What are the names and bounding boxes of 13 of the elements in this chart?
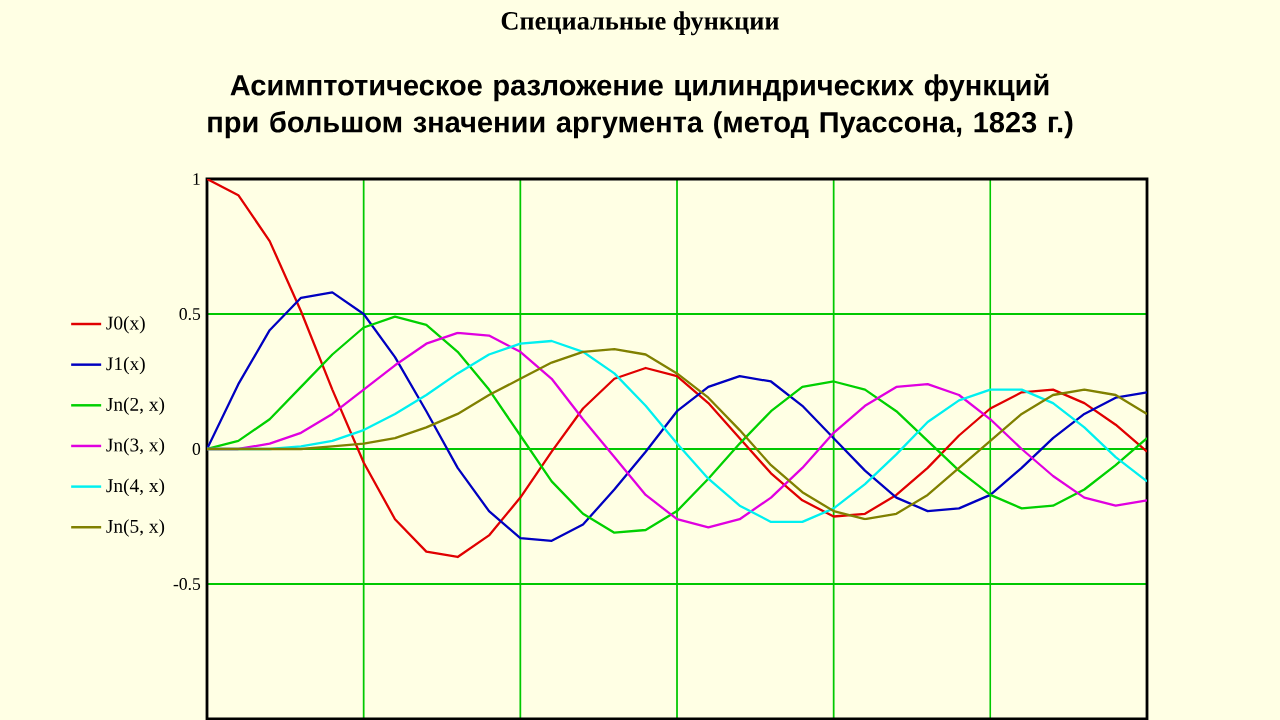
y-tick-label: -0.5 bbox=[173, 578, 201, 590]
legend-label: J1(x) bbox=[106, 356, 145, 375]
legend-label: Jn(5, x) bbox=[106, 519, 165, 537]
legend-label: Jn(4, x) bbox=[106, 478, 165, 497]
legend-label: J0(x) bbox=[106, 316, 145, 334]
legend-label: Jn(3, x) bbox=[106, 437, 165, 456]
y-tick-label: 1 bbox=[193, 173, 200, 185]
chart-subtitle: Асимптотическое разложение цилиндрических функций при большом значении аргумента (метод Пуассона, 1823 г.) bbox=[208, 73, 1073, 139]
y-tick-label: 0.5 bbox=[179, 308, 201, 320]
y-tick-label: 0 bbox=[192, 443, 201, 455]
line-series bbox=[207, 178, 1148, 559]
chart-title: Специальные функции bbox=[501, 11, 779, 36]
legend-label: Jn(2, x) bbox=[106, 397, 165, 415]
